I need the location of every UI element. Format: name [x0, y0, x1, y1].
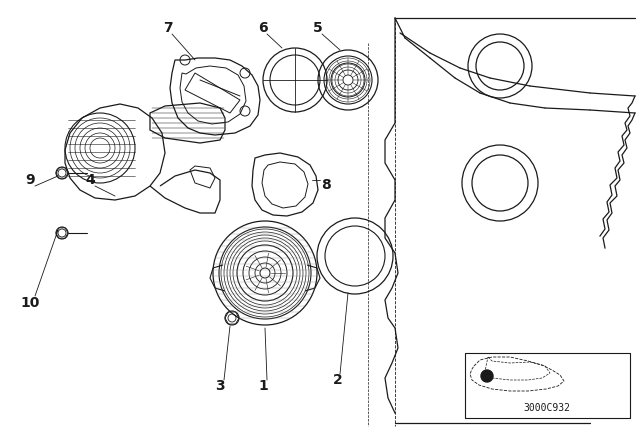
- Text: 4: 4: [85, 173, 95, 187]
- Text: 3000C932: 3000C932: [524, 403, 570, 413]
- Text: 1: 1: [258, 379, 268, 393]
- Text: 5: 5: [313, 21, 323, 35]
- Text: 7: 7: [163, 21, 173, 35]
- Text: 9: 9: [25, 173, 35, 187]
- Text: 10: 10: [20, 296, 40, 310]
- Text: 8: 8: [321, 178, 331, 192]
- Text: 2: 2: [333, 373, 343, 387]
- Text: 6: 6: [258, 21, 268, 35]
- Text: 3: 3: [215, 379, 225, 393]
- Circle shape: [481, 370, 493, 382]
